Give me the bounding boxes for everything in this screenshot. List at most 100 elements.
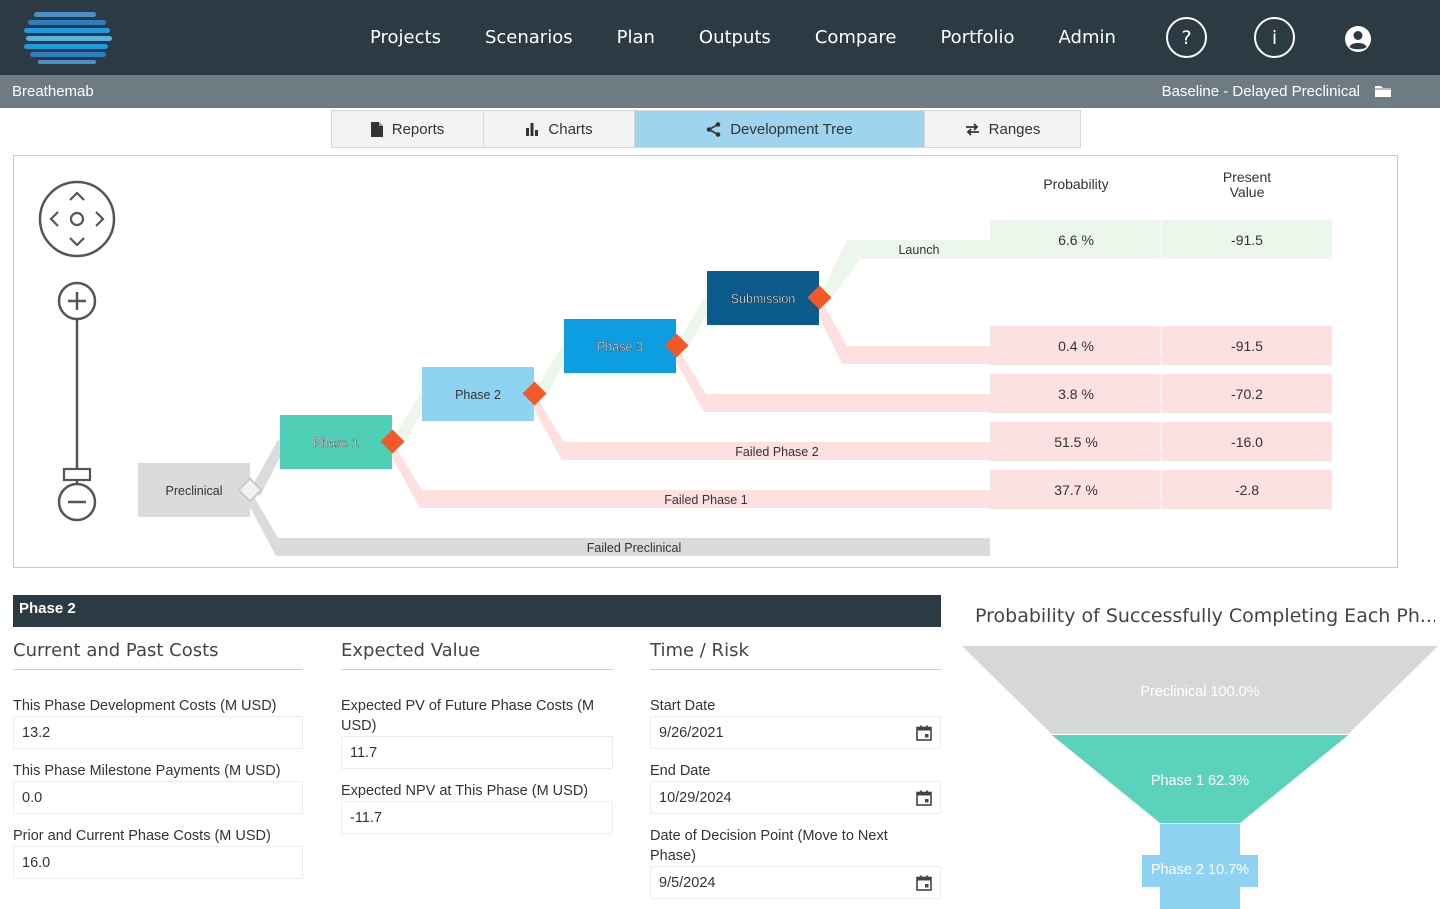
development-tree[interactable]: Probability Present Value Launch Failed … <box>14 156 1399 569</box>
branch-label-failed-phase-2: Failed Phase 2 <box>735 445 818 459</box>
dev-costs-input[interactable]: 13.2 <box>13 716 303 749</box>
funnel-label: Preclinical 100.0% <box>1140 684 1259 700</box>
field-label: End Date <box>650 763 711 779</box>
node-label: Preclinical <box>166 484 223 498</box>
present-value-header-line2: Value <box>1230 184 1265 200</box>
expected-npv-input[interactable]: -11.7 <box>341 801 613 834</box>
outcome-band-preclinical-fail <box>246 490 990 556</box>
info-button[interactable]: i <box>1254 17 1295 58</box>
calendar-icon[interactable] <box>916 875 932 891</box>
calendar-icon[interactable] <box>916 725 932 741</box>
zoom-in-icon[interactable] <box>57 281 97 321</box>
time-risk-section: Time / Risk Start Date 9/26/2021 End Dat… <box>650 640 941 899</box>
costs-section: Current and Past Costs This Phase Develo… <box>13 640 303 879</box>
nav-plan[interactable]: Plan <box>616 27 655 48</box>
outcome-present-value: -91.5 <box>1231 338 1263 354</box>
calendar-icon[interactable] <box>916 790 932 806</box>
tab-ranges[interactable]: Ranges <box>925 111 1080 147</box>
swap-arrows-icon <box>965 122 979 136</box>
present-value-header-line1: Present <box>1223 169 1271 185</box>
phase-success-funnel: Preclinical 100.0% Phase 1 62.3% Phase 2 1… <box>962 646 1438 909</box>
document-icon <box>370 121 383 137</box>
funnel-segment[interactable] <box>1051 735 1349 823</box>
connector-band <box>534 346 570 400</box>
zoom-handle[interactable] <box>62 467 92 482</box>
field-milestone-payments: This Phase Milestone Payments (M USD) 0.… <box>13 761 303 814</box>
tab-label: Ranges <box>988 120 1041 138</box>
tab-label: Charts <box>548 120 593 138</box>
outcome-probability: 3.8 % <box>1058 386 1094 402</box>
nav-outputs[interactable]: Outputs <box>698 27 771 48</box>
funnel-segment[interactable] <box>962 646 1438 734</box>
funnel-label-background <box>1142 855 1258 887</box>
folder-icon[interactable] <box>1374 83 1392 99</box>
section-title: Current and Past Costs <box>13 640 303 670</box>
end-date-input[interactable]: 10/29/2024 <box>650 781 941 814</box>
node-label: Submission <box>731 292 796 306</box>
start-date-input[interactable]: 9/26/2021 <box>650 716 941 749</box>
node-submission[interactable]: Submission <box>707 271 832 325</box>
tab-label: Development Tree <box>730 120 853 138</box>
outcome-probability: 6.6 % <box>1058 232 1094 248</box>
share-icon <box>706 121 721 137</box>
milestone-payments-input[interactable]: 0.0 <box>13 781 303 814</box>
context-bar: Breathemab Baseline - Delayed Preclinica… <box>0 75 1440 108</box>
view-tabs: Reports Charts Development Tree Ranges <box>331 110 1081 148</box>
main-menu: Projects Scenarios Plan Outputs Compare Portf… <box>348 0 1138 75</box>
outcome-present-value: -16.0 <box>1231 434 1263 450</box>
outcome-probability: 51.5 % <box>1054 434 1098 450</box>
prior-current-costs-input[interactable]: 16.0 <box>13 846 303 879</box>
decision-diamond-icon[interactable] <box>380 429 405 454</box>
branch-label-failed-preclinical: Failed Preclinical <box>587 541 681 555</box>
nav-projects[interactable]: Projects <box>370 27 441 48</box>
field-decision-date: Date of Decision Point (Move to Next Pha… <box>650 826 941 899</box>
funnel-label: Phase 1 62.3% <box>1151 773 1249 789</box>
zoom-out-icon[interactable] <box>57 482 97 522</box>
field-prior-current-costs: Prior and Current Phase Costs (M USD) 16… <box>13 826 303 879</box>
node-phase-3[interactable]: Phase 3 <box>564 319 689 373</box>
field-label: Expected NPV at This Phase (M USD) <box>341 783 589 799</box>
branch-label-failed-phase-1: Failed Phase 1 <box>664 493 747 507</box>
pan-control-icon[interactable] <box>38 180 116 258</box>
connector-band <box>250 440 286 496</box>
date-value: 9/26/2021 <box>659 724 724 741</box>
top-nav: Projects Scenarios Plan Outputs Compare Portf… <box>0 0 1440 75</box>
outcome-probability: 0.4 % <box>1058 338 1094 354</box>
node-preclinical[interactable]: Preclinical <box>138 463 263 517</box>
field-label: This Phase Milestone Payments (M USD) <box>13 763 281 779</box>
probability-header: Probability <box>1043 176 1108 192</box>
section-title: Expected Value <box>341 640 613 670</box>
bar-chart-icon <box>526 123 539 136</box>
funnel-title: Probability of Successfully Completing E… <box>975 605 1435 627</box>
connector-band <box>392 394 428 448</box>
field-end-date: End Date 10/29/2024 <box>650 761 941 814</box>
app-logo-icon[interactable] <box>24 10 114 64</box>
tab-charts[interactable]: Charts <box>484 111 635 147</box>
decision-diamond-icon[interactable] <box>237 477 263 503</box>
user-account-icon[interactable] <box>1344 25 1372 53</box>
field-dev-costs: This Phase Development Costs (M USD) 13.… <box>13 696 303 749</box>
phase-detail-header: Phase 2 <box>13 595 941 627</box>
development-tree-panel: Probability Present Value Launch Failed … <box>13 155 1398 568</box>
field-expected-pv: Expected PV of Future Phase Costs (M USD… <box>341 696 613 769</box>
scenario-name[interactable]: Baseline - Delayed Preclinical <box>1161 83 1360 100</box>
tab-reports[interactable]: Reports <box>332 111 484 147</box>
outcome-present-value: -91.5 <box>1231 232 1263 248</box>
field-label: Expected PV of Future Phase Costs (M USD… <box>341 698 595 734</box>
node-phase-1[interactable]: Phase 1 <box>280 415 405 469</box>
expected-value-section: Expected Value Expected PV of Future Pha… <box>341 640 613 834</box>
node-phase-2[interactable]: Phase 2 <box>422 367 547 421</box>
field-expected-npv: Expected NPV at This Phase (M USD) -11.7 <box>341 781 613 834</box>
section-title: Time / Risk <box>650 640 941 670</box>
nav-admin[interactable]: Admin <box>1058 27 1116 48</box>
field-label: Start Date <box>650 698 716 714</box>
nav-compare[interactable]: Compare <box>814 27 897 48</box>
expected-pv-input[interactable]: 11.7 <box>341 736 613 769</box>
field-start-date: Start Date 9/26/2021 <box>650 696 941 749</box>
decision-date-input[interactable]: 9/5/2024 <box>650 866 941 899</box>
help-button[interactable]: ? <box>1166 17 1207 58</box>
project-name: Breathemab <box>12 83 94 100</box>
tab-development-tree[interactable]: Development Tree <box>635 111 925 147</box>
nav-portfolio[interactable]: Portfolio <box>940 27 1015 48</box>
nav-scenarios[interactable]: Scenarios <box>484 27 573 48</box>
